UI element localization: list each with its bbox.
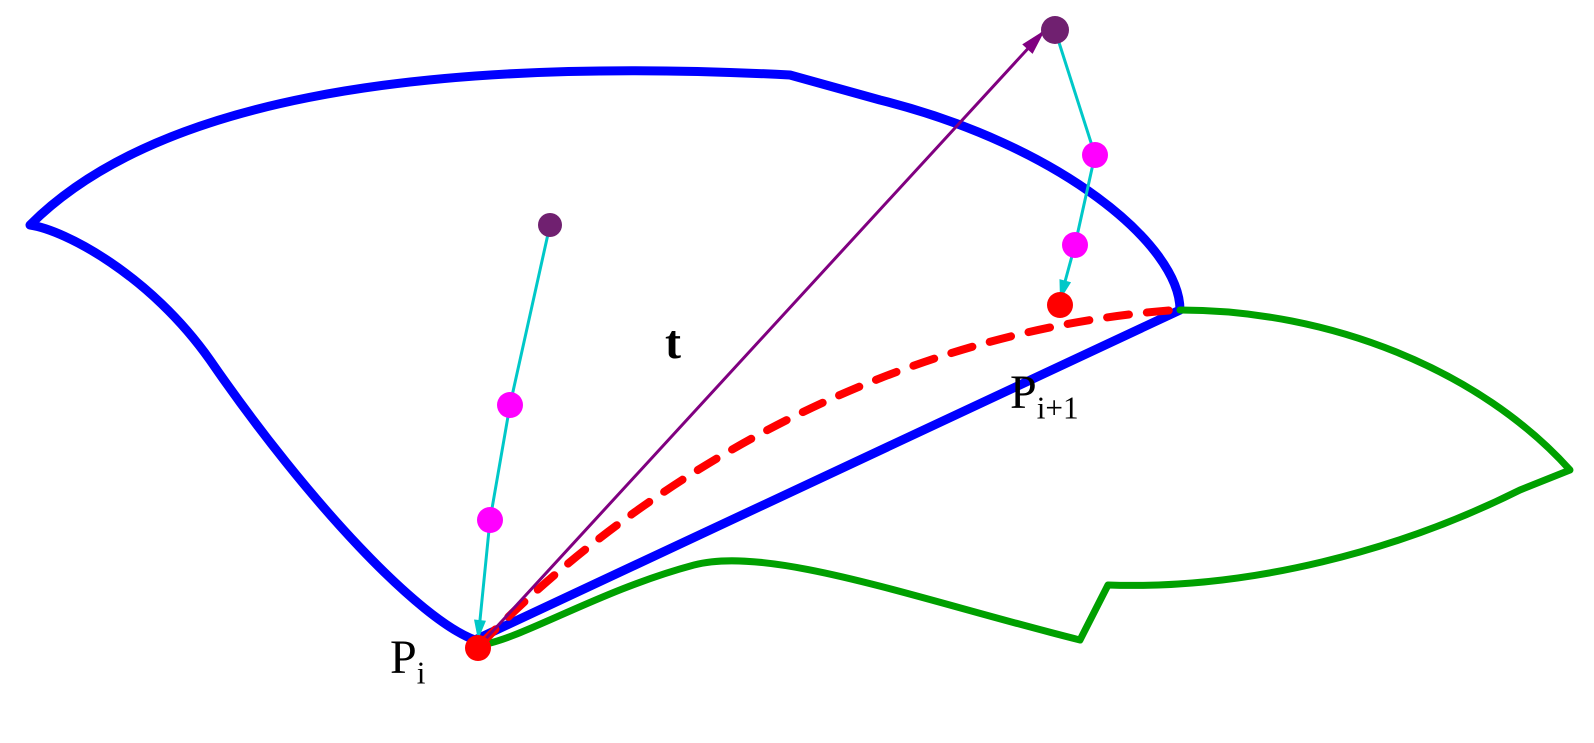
label-t: t — [665, 315, 681, 370]
marker-dot — [1062, 232, 1088, 258]
marker-dot — [538, 213, 562, 237]
blue-surface-edge — [30, 71, 1180, 640]
label-Pi: Pi — [390, 630, 425, 692]
marker-dot — [465, 635, 491, 661]
label-Pi1: Pi+1 — [1010, 365, 1079, 427]
green-surface-edge — [480, 310, 1570, 645]
diagram-canvas — [0, 0, 1594, 743]
marker-dot — [1082, 142, 1108, 168]
marker-dot — [477, 507, 503, 533]
marker-dot — [1047, 292, 1073, 318]
marker-dot — [497, 392, 523, 418]
marker-dot — [1041, 16, 1069, 44]
